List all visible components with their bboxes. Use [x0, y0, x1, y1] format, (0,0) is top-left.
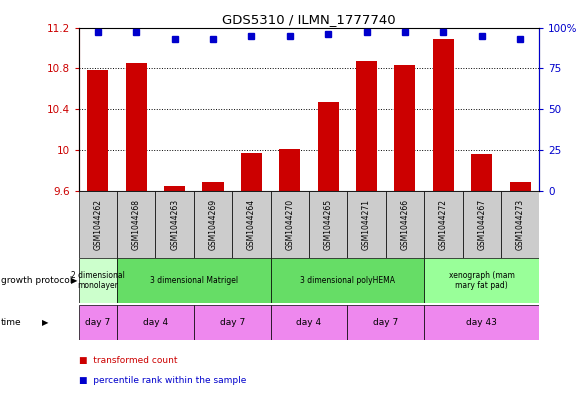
Bar: [309, 191, 347, 258]
Bar: [79, 191, 117, 258]
Bar: [271, 305, 347, 340]
Text: time: time: [1, 318, 22, 327]
Bar: [318, 102, 339, 191]
Text: ▶: ▶: [71, 276, 78, 285]
Text: ■  percentile rank within the sample: ■ percentile rank within the sample: [79, 376, 246, 385]
Text: GSM1044267: GSM1044267: [477, 199, 486, 250]
Text: GSM1044271: GSM1044271: [362, 199, 371, 250]
Bar: [232, 191, 271, 258]
Bar: [126, 63, 147, 191]
Text: day 7: day 7: [220, 318, 245, 327]
Bar: [394, 65, 416, 191]
Bar: [87, 70, 108, 191]
Bar: [117, 191, 156, 258]
Text: day 4: day 4: [296, 318, 322, 327]
Text: GSM1044266: GSM1044266: [401, 199, 409, 250]
Bar: [424, 305, 539, 340]
Bar: [356, 61, 377, 191]
Bar: [271, 258, 424, 303]
Text: day 7: day 7: [85, 318, 111, 327]
Bar: [156, 191, 194, 258]
Bar: [271, 191, 309, 258]
Text: GSM1044265: GSM1044265: [324, 199, 333, 250]
Text: GSM1044273: GSM1044273: [515, 199, 525, 250]
Text: GSM1044262: GSM1044262: [93, 199, 103, 250]
Bar: [194, 191, 232, 258]
Bar: [279, 149, 300, 191]
Bar: [194, 305, 271, 340]
Text: GSM1044270: GSM1044270: [285, 199, 294, 250]
Text: ■  transformed count: ■ transformed count: [79, 356, 177, 365]
Bar: [347, 191, 386, 258]
Bar: [424, 191, 462, 258]
Bar: [501, 191, 539, 258]
Text: growth protocol: growth protocol: [1, 276, 72, 285]
Text: GSM1044264: GSM1044264: [247, 199, 256, 250]
Bar: [471, 154, 492, 191]
Bar: [79, 258, 117, 303]
Text: GSM1044272: GSM1044272: [439, 199, 448, 250]
Bar: [386, 191, 424, 258]
Text: 3 dimensional Matrigel: 3 dimensional Matrigel: [150, 276, 238, 285]
Text: ▶: ▶: [42, 318, 48, 327]
Text: 3 dimensional polyHEMA: 3 dimensional polyHEMA: [300, 276, 395, 285]
Bar: [462, 191, 501, 258]
Bar: [117, 305, 194, 340]
Bar: [79, 305, 117, 340]
Bar: [347, 305, 424, 340]
Bar: [510, 182, 531, 191]
Text: day 4: day 4: [143, 318, 168, 327]
Text: day 7: day 7: [373, 318, 398, 327]
Text: day 43: day 43: [466, 318, 497, 327]
Text: GSM1044263: GSM1044263: [170, 199, 179, 250]
Text: GSM1044269: GSM1044269: [209, 199, 217, 250]
Bar: [202, 182, 224, 191]
Title: GDS5310 / ILMN_1777740: GDS5310 / ILMN_1777740: [222, 13, 396, 26]
Text: xenograph (mam
mary fat pad): xenograph (mam mary fat pad): [449, 271, 515, 290]
Bar: [424, 258, 539, 303]
Bar: [164, 185, 185, 191]
Bar: [433, 39, 454, 191]
Bar: [117, 258, 271, 303]
Bar: [241, 153, 262, 191]
Text: 2 dimensional
monolayer: 2 dimensional monolayer: [71, 271, 125, 290]
Text: GSM1044268: GSM1044268: [132, 199, 141, 250]
